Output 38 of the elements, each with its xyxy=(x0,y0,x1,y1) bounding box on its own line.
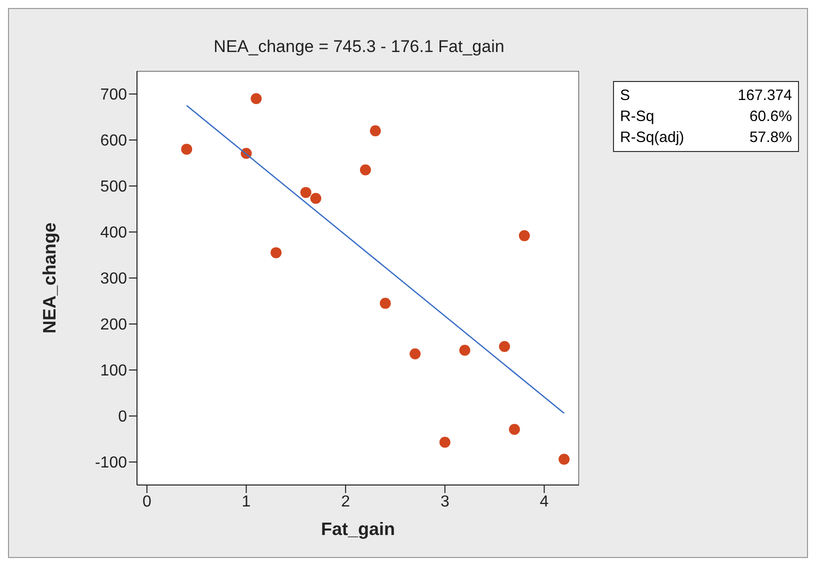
text: R-Sq xyxy=(620,107,654,127)
point xyxy=(360,164,371,176)
point xyxy=(250,93,262,104)
point xyxy=(410,348,421,360)
x-tick-label: 4 xyxy=(540,493,549,510)
point xyxy=(181,144,192,155)
point xyxy=(499,341,510,352)
text: 60.6% xyxy=(749,107,792,127)
y-tick-label: 500 xyxy=(100,178,128,196)
y-tick-label: 200 xyxy=(100,316,128,334)
y-tick-label: 0 xyxy=(118,408,128,426)
chart-title: NEA_change = 745.3 - 176.1 Fat_gain xyxy=(212,37,506,57)
x-tick-label: 0 xyxy=(142,493,152,510)
y-tick-label: 300 xyxy=(100,270,128,288)
y-axis-title: NEA_change xyxy=(39,222,60,334)
point xyxy=(270,247,282,258)
text: R-Sq(adj) xyxy=(620,128,684,148)
y-tick-label: 100 xyxy=(100,362,128,380)
x-tick-label: 3 xyxy=(440,493,450,510)
point xyxy=(370,125,381,136)
point xyxy=(518,230,530,242)
y-tick-label: 600 xyxy=(100,132,128,150)
point xyxy=(558,454,570,465)
point xyxy=(439,436,450,448)
point xyxy=(508,424,520,435)
text: S xyxy=(620,86,630,106)
text: 167.374 xyxy=(738,86,792,106)
y-tick-label: -100 xyxy=(94,454,128,472)
point xyxy=(380,298,391,309)
x-tick-label: 1 xyxy=(242,493,251,510)
point xyxy=(310,192,322,204)
y-tick-label: 400 xyxy=(100,224,128,242)
x-axis-title: Fat_gain xyxy=(320,519,396,539)
point xyxy=(459,344,470,356)
y-tick-label: 700 xyxy=(100,86,128,104)
x-tick-label: 2 xyxy=(341,493,350,510)
point xyxy=(300,186,312,198)
text: 57.8% xyxy=(749,128,792,148)
